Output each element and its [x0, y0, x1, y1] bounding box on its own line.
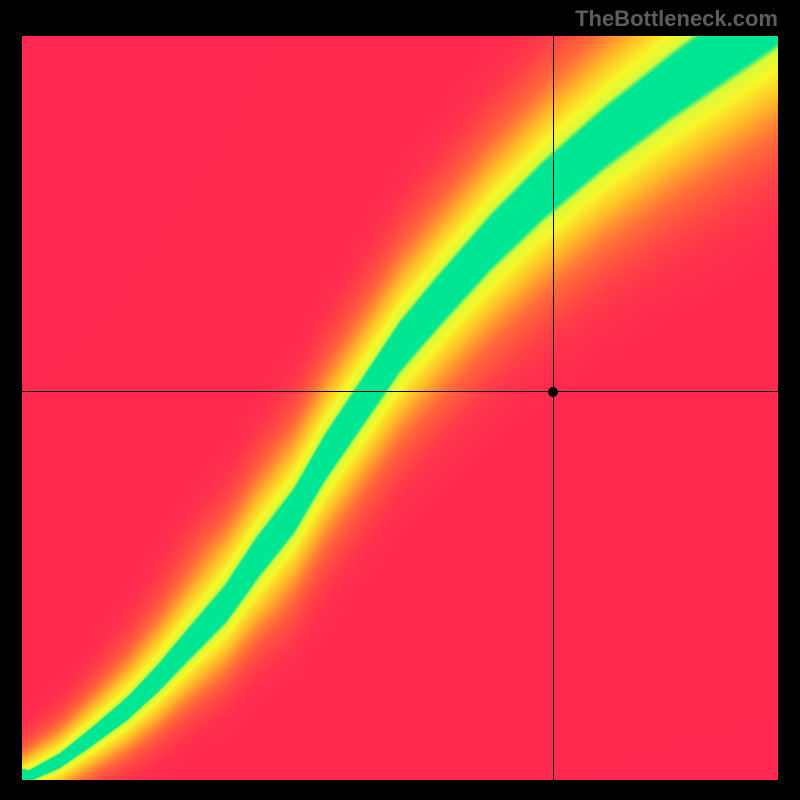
- watermark-text: TheBottleneck.com: [575, 6, 778, 32]
- crosshair-marker-dot: [548, 387, 558, 397]
- crosshair-vertical-line: [553, 36, 554, 780]
- bottleneck-heatmap: [22, 36, 778, 780]
- heatmap-plot-area: [22, 36, 778, 780]
- crosshair-horizontal-line: [22, 391, 778, 392]
